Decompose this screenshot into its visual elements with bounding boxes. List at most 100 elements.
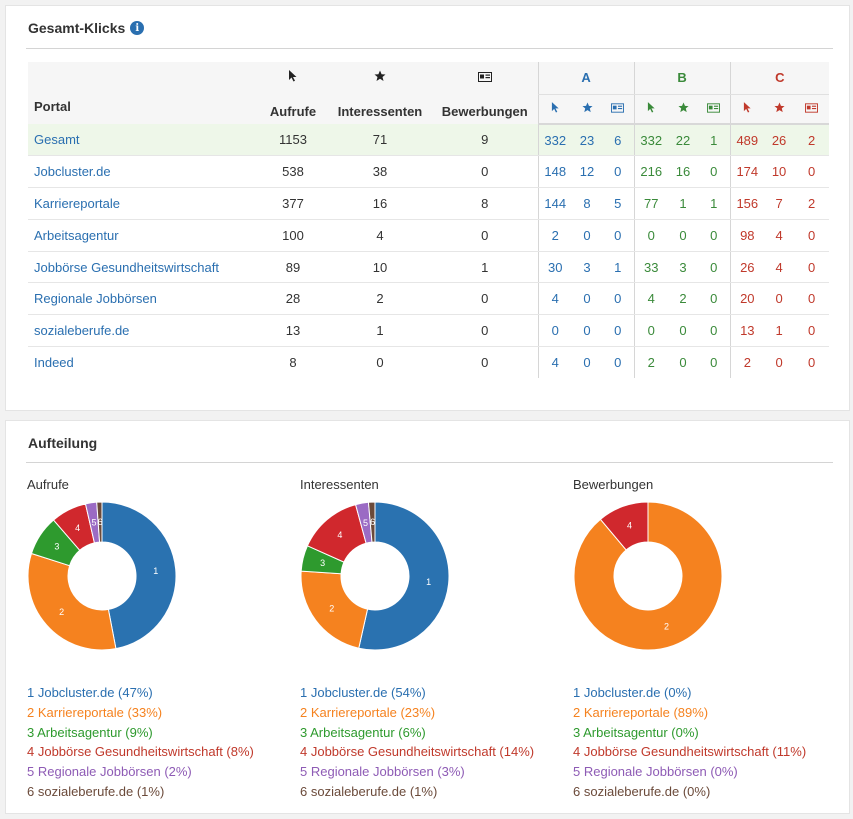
legend-item[interactable]: 3 Arbeitsagentur (9%) [27, 724, 153, 740]
group-a-value: 3 [572, 251, 602, 284]
slice-6[interactable] [96, 501, 103, 543]
portal-name[interactable]: sozialeberufe.de [28, 314, 258, 348]
group-b-value: 0 [668, 314, 699, 348]
group-c-value: 20 [729, 282, 765, 316]
slice-2[interactable] [573, 501, 723, 651]
bewerbungen-header[interactable]: Bewerbungen [432, 62, 538, 124]
total-row[interactable]: Gesamt 1153 71 9 332 23 6 332 22 1 489 26 2 [28, 124, 830, 157]
group-subheader-row [28, 94, 830, 125]
bewerbungen-value: 0 [432, 282, 538, 316]
group-b-value: 16 [668, 155, 699, 189]
group-a-value: 4 [537, 282, 572, 316]
group-b-value: 0 [698, 155, 731, 189]
slice-label: 1 [426, 577, 431, 587]
group-b-value: 216 [633, 155, 669, 189]
portal-name[interactable]: Indeed [34, 355, 74, 371]
chart-title: Bewerbungen [573, 477, 654, 492]
legend-item[interactable]: 4 Jobbörse Gesundheitswirtschaft (14%) [300, 744, 535, 760]
aufrufe-chart: Aufrufe 1 2 3 4 5 6 1 Jobcluster.de (47%) 2 Karr… [27, 477, 287, 799]
aufteilung-panel: Aufteilung Aufrufe 1 2 3 4 5 6 1 Jobcluster.de … [5, 420, 850, 814]
panel-title: Gesamt-Klicks i [28, 20, 145, 36]
group-a-value: 2 [537, 219, 572, 252]
table-row[interactable]: sozialeberufe.de 13 1 0 0 0 0 0 0 0 13 1 0 [28, 314, 830, 348]
group-b-value: 0 [698, 219, 731, 252]
group-b-value: 77 [633, 187, 669, 220]
portal-name[interactable]: Regionale Jobbörsen [28, 282, 258, 316]
legend-item[interactable]: 6 sozialeberufe.de (1%) [300, 783, 438, 799]
slice-label: 3 [320, 558, 325, 568]
bewerbungen-value: 0 [432, 155, 538, 189]
group-a-id-card-icon [602, 94, 635, 125]
group-b-value: 22 [668, 124, 699, 157]
legend-item[interactable]: 2 Karriereportale (33%) [27, 704, 163, 720]
group-a-value: 144 [537, 187, 572, 220]
aufrufe-value: 28 [258, 282, 328, 316]
legend-item[interactable]: 4 Jobbörse Gesundheitswirtschaft (8%) [27, 744, 254, 760]
portal-name[interactable]: Gesamt [28, 124, 258, 157]
legend-item[interactable]: 1 Jobcluster.de (47%) [27, 685, 153, 700]
aufrufe-value: 377 [258, 187, 328, 220]
group-b-value: 0 [668, 219, 699, 252]
portal-name[interactable]: Karriereportale [28, 187, 258, 220]
group-c-value: 98 [729, 219, 765, 252]
legend-item[interactable]: 3 Arbeitsagentur (6%) [300, 724, 426, 740]
title-divider [26, 48, 833, 49]
group-c-value: 0 [807, 355, 816, 371]
slice-label: 6 [370, 517, 375, 527]
group-a-value: 8 [572, 187, 602, 220]
slice-2[interactable] [300, 570, 369, 649]
legend-item[interactable]: 5 Regionale Jobbörsen (3%) [300, 764, 465, 780]
group-a-value: 0 [572, 314, 602, 348]
aufrufe-label: Aufrufe [269, 104, 317, 119]
donut-chart: 24 [573, 501, 723, 651]
info-icon[interactable]: i [130, 21, 145, 35]
group-c-value: 26 [729, 251, 765, 284]
group-c-value: 2 [729, 346, 765, 379]
portal-name[interactable]: Jobbörse Gesundheitswirtschaft [28, 251, 258, 284]
group-b-value: 2 [668, 282, 699, 316]
interessenten-header[interactable]: Interessenten [328, 62, 432, 124]
group-b-value: 2 [633, 346, 669, 379]
slice-6[interactable] [367, 501, 376, 543]
legend-item[interactable]: 1 Jobcluster.de (0%) [573, 685, 692, 700]
slice-1[interactable] [358, 501, 450, 651]
legend-item[interactable]: 3 Arbeitsagentur (0%) [573, 724, 699, 740]
legend-item[interactable]: 6 sozialeberufe.de (0%) [573, 783, 711, 799]
chart-title: Interessenten [300, 477, 379, 492]
aufrufe-header[interactable]: Aufrufe [258, 62, 328, 124]
portal-name[interactable]: Arbeitsagentur [28, 219, 258, 252]
table-row[interactable]: Jobcluster.de 538 38 0 148 12 0 216 16 0 174 10 0 [28, 155, 830, 189]
table-row[interactable]: Arbeitsagentur 100 4 0 2 0 0 0 0 0 98 4 0 [28, 219, 830, 252]
slice-2[interactable] [27, 552, 117, 651]
group-a-value: 12 [572, 155, 602, 189]
legend-item[interactable]: 1 Jobcluster.de (54%) [300, 685, 426, 700]
group-a-value: 0 [602, 314, 635, 348]
legend-item[interactable]: 2 Karriereportale (89%) [573, 704, 709, 720]
group-a-value: 5 [602, 187, 635, 220]
interessenten-value: 4 [328, 219, 432, 252]
group-b-value: 0 [698, 314, 731, 348]
group-a-value: 6 [602, 124, 635, 157]
group-c-value: 0 [794, 155, 830, 189]
legend-item[interactable]: 4 Jobbörse Gesundheitswirtschaft (11%) [573, 744, 807, 760]
slice-label: 3 [54, 541, 59, 551]
bewerbungen-value: 0 [432, 314, 538, 348]
legend-item[interactable]: 6 sozialeberufe.de (1%) [27, 783, 165, 799]
table-row[interactable]: Regionale Jobbörsen 28 2 0 4 0 0 4 2 0 20 0 0 [28, 282, 830, 316]
legend-item[interactable]: 5 Regionale Jobbörsen (0%) [573, 764, 738, 780]
table-row[interactable]: Karriereportale 377 16 8 144 8 5 77 1 1 156 7 2 [28, 187, 830, 220]
legend-item[interactable]: 5 Regionale Jobbörsen (2%) [27, 764, 192, 780]
group-a-value: 148 [537, 155, 572, 189]
group-c-value: 26 [764, 124, 795, 157]
slice-label: 2 [59, 607, 64, 617]
portal-name[interactable]: Jobcluster.de [28, 155, 258, 189]
slice-4[interactable] [599, 501, 649, 551]
slice-1[interactable] [101, 501, 177, 650]
gesamt-klicks-panel: Gesamt-Klicks i Portal Aufrufe Interesse… [5, 5, 850, 411]
legend-item[interactable]: 2 Karriereportale (23%) [300, 704, 436, 720]
interessenten-value: 10 [328, 251, 432, 284]
table-row[interactable]: Jobbörse Gesundheitswirtschaft 89 10 1 30 3 1 3… [28, 251, 830, 284]
table-row[interactable]: Indeed 8 0 0 4 0 0 2 0 0 2 0 0 [28, 346, 829, 379]
chart-legend: 1 Jobcluster.de (0%) 2 Karriereportale (8… [573, 683, 806, 802]
group-b-value: 1 [698, 124, 731, 157]
